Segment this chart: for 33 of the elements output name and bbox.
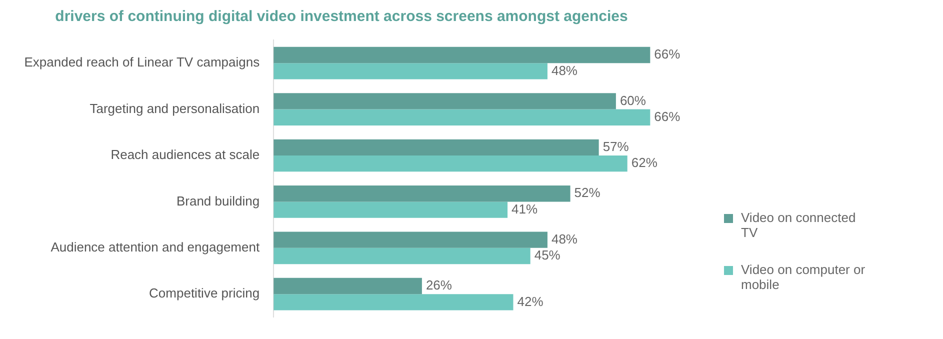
data-label: 48% [551, 62, 578, 78]
y-tick-label: Brand building [176, 193, 260, 208]
bar [274, 202, 508, 218]
bar [274, 156, 628, 172]
data-label: 41% [512, 201, 538, 216]
bar [274, 248, 530, 264]
bar [274, 109, 650, 126]
chart-title: drivers of continuing digital video investment across screens amongst agencies [55, 8, 628, 26]
data-label: 52% [574, 185, 601, 200]
bar [274, 186, 570, 202]
data-label: 57% [602, 138, 630, 154]
data-label: 42% [517, 294, 544, 309]
bar [274, 139, 599, 156]
data-label: 60% [620, 92, 646, 108]
y-tick-label: Expanded reach of Linear TV campaigns [24, 54, 260, 70]
data-label: 26% [426, 278, 452, 293]
data-label: 66% [654, 108, 681, 124]
y-tick-label: Targeting and personalisation [90, 100, 260, 116]
legend-label: Video on computer or mobile [741, 262, 866, 292]
y-tick-label: Competitive pricing [149, 286, 260, 301]
bar [274, 93, 616, 110]
bar [274, 232, 548, 248]
bar [274, 63, 548, 80]
bar [274, 278, 422, 294]
data-label: 66% [654, 46, 681, 62]
y-tick-label: Audience attention and engagement [50, 239, 260, 254]
data-label: 45% [534, 248, 561, 263]
y-tick-label: Reach audiences at scale [110, 147, 260, 162]
bar [274, 294, 514, 310]
data-label: 48% [551, 231, 578, 246]
bar [274, 46, 650, 64]
data-label: 62% [631, 155, 658, 170]
legend-label: Video on connected TV [741, 210, 857, 240]
